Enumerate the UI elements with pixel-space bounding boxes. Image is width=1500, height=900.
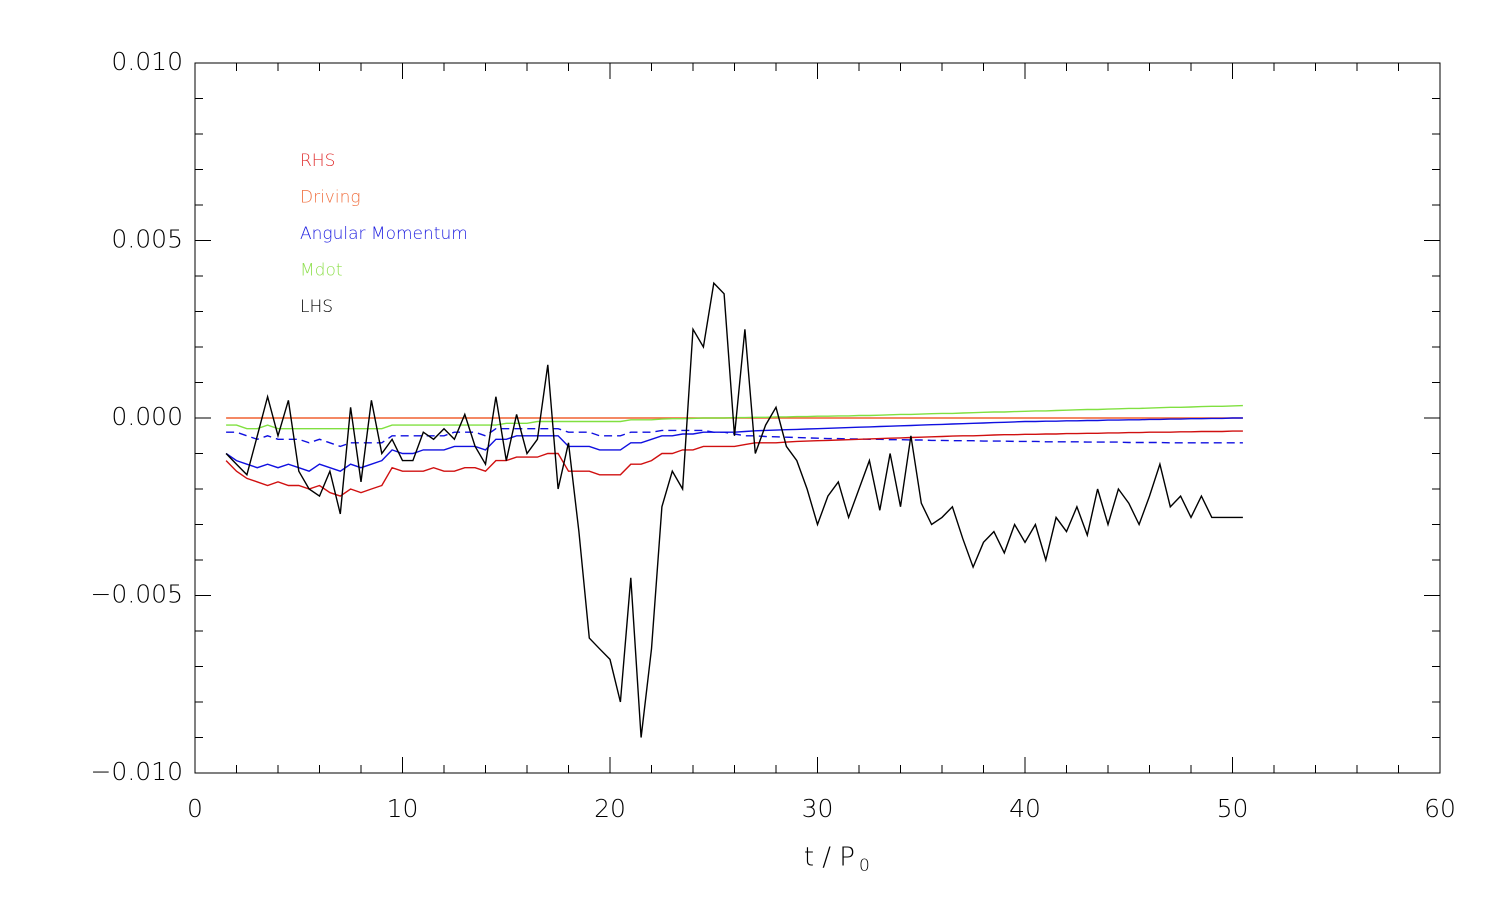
legend-entry: Mdot — [300, 261, 343, 281]
y-tick-label: 0.000 — [111, 402, 183, 431]
y-tick-label: −0.010 — [90, 757, 183, 786]
x-tick-label: 20 — [594, 794, 626, 823]
x-axis-label: t / P — [804, 843, 855, 873]
series-line — [226, 404, 1243, 430]
x-tick-label: 0 — [187, 794, 203, 823]
legend-entry: Driving — [300, 188, 361, 208]
series-line — [225, 417, 1243, 472]
x-tick-label: 10 — [387, 794, 419, 823]
legend-entry: LHS — [300, 297, 333, 317]
y-tick-label: 0.010 — [111, 47, 183, 76]
series-line — [225, 430, 1243, 497]
x-tick-label: 60 — [1424, 794, 1456, 823]
x-tick-label: 50 — [1217, 794, 1249, 823]
x-tick-label: 40 — [1009, 794, 1041, 823]
y-tick-label: 0.005 — [111, 225, 183, 254]
series-line — [225, 281, 1243, 738]
legend-entry: RHS — [300, 151, 335, 171]
y-tick-label: −0.005 — [90, 580, 183, 609]
legend-entry: Angular Momentum — [300, 224, 468, 244]
x-axis-label-subscript: 0 — [859, 856, 870, 876]
x-tick-label: 30 — [802, 794, 834, 823]
